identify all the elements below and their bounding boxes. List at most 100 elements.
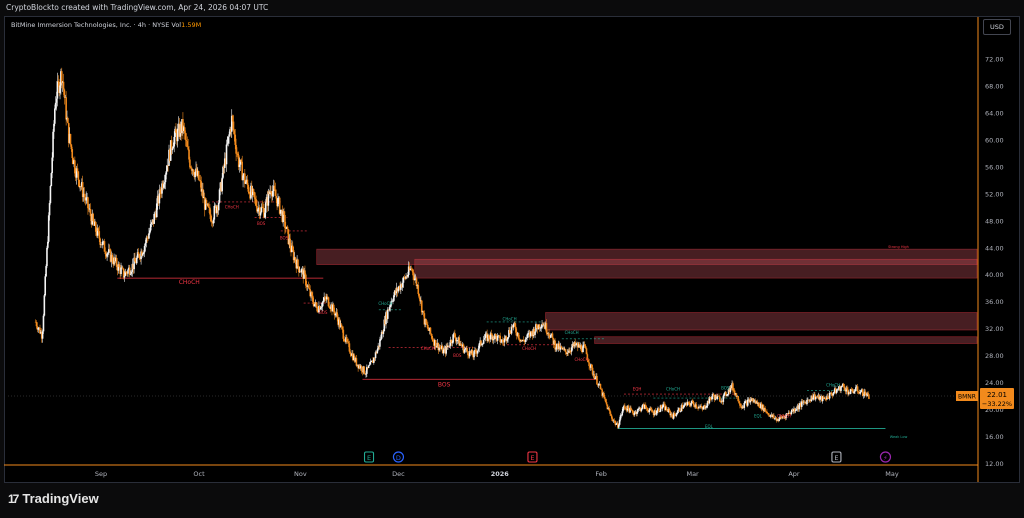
candle-body bbox=[55, 98, 58, 103]
candle-body bbox=[602, 393, 604, 397]
candle-body bbox=[589, 366, 591, 368]
candle-body bbox=[69, 134, 72, 145]
candle-body bbox=[821, 396, 823, 402]
candle-body bbox=[771, 414, 773, 417]
candle-body bbox=[514, 322, 516, 327]
candle-body bbox=[541, 324, 543, 328]
candle-body bbox=[353, 355, 356, 362]
chart-panel[interactable] bbox=[4, 16, 1020, 483]
candle-body bbox=[540, 327, 542, 329]
candle-body bbox=[799, 403, 801, 406]
candle-body bbox=[339, 319, 341, 328]
price-tick-label: 64.00 bbox=[985, 109, 1004, 117]
candle-body bbox=[235, 144, 237, 154]
candle-body bbox=[494, 334, 496, 340]
earnings-3-marker[interactable]: E bbox=[831, 451, 842, 463]
candle-body bbox=[249, 193, 251, 199]
candle-body bbox=[47, 215, 50, 242]
candle-body bbox=[844, 390, 847, 392]
candle-body bbox=[303, 270, 305, 279]
candle-body bbox=[387, 309, 390, 311]
dividend-1-marker[interactable]: D bbox=[392, 451, 405, 463]
candle-body bbox=[617, 424, 620, 428]
candle-body bbox=[793, 408, 795, 412]
candle-body bbox=[128, 267, 130, 270]
candle-body bbox=[796, 405, 799, 410]
candle-body bbox=[278, 197, 281, 214]
candle-body bbox=[266, 197, 269, 206]
candle-body bbox=[115, 257, 117, 262]
brand-name: TradingView bbox=[22, 491, 99, 506]
candle-body bbox=[208, 206, 210, 208]
candle-body bbox=[664, 404, 666, 411]
currency-button[interactable]: USD bbox=[983, 19, 1011, 35]
earnings-1-marker[interactable]: E bbox=[363, 451, 375, 463]
candle-body bbox=[198, 179, 201, 181]
candle-body bbox=[134, 257, 136, 262]
candle-body bbox=[348, 343, 351, 352]
candle-body bbox=[719, 401, 722, 403]
candle-body bbox=[491, 334, 494, 341]
candle-body bbox=[330, 304, 332, 309]
candle-body bbox=[147, 238, 149, 239]
candle-body bbox=[492, 336, 495, 341]
split-1-marker[interactable]: ⚡ bbox=[879, 451, 892, 463]
candle-body bbox=[95, 231, 98, 236]
candle-body bbox=[651, 409, 653, 412]
candle-body bbox=[67, 123, 70, 143]
candle-body bbox=[437, 342, 440, 351]
candle-body bbox=[306, 285, 309, 287]
candle-body bbox=[522, 340, 525, 341]
candle-body bbox=[152, 219, 155, 224]
candle-body bbox=[359, 366, 362, 369]
candle-body bbox=[122, 268, 125, 278]
candle-body bbox=[304, 270, 306, 275]
candle-body bbox=[802, 401, 805, 403]
event-circle-icon bbox=[392, 451, 405, 463]
candle-body bbox=[522, 340, 524, 342]
candle-body bbox=[139, 258, 142, 260]
candle-body bbox=[420, 300, 422, 302]
structure-label: CHoCH bbox=[666, 387, 680, 392]
time-tick-label: Feb bbox=[595, 470, 607, 478]
candle-body bbox=[546, 332, 549, 335]
candle-body bbox=[557, 343, 560, 350]
candle-body bbox=[821, 396, 824, 402]
candle-body bbox=[462, 344, 465, 353]
candle-body bbox=[390, 301, 393, 306]
candle-body bbox=[554, 340, 556, 350]
candle-body bbox=[284, 214, 286, 228]
candle-body bbox=[405, 276, 407, 279]
candle-body bbox=[833, 391, 835, 394]
candle-body bbox=[650, 407, 652, 410]
supply-zone bbox=[414, 258, 978, 279]
candle-body bbox=[810, 395, 813, 402]
candle-body bbox=[556, 343, 558, 349]
candle-body bbox=[240, 159, 243, 162]
earnings-2-marker[interactable]: E bbox=[527, 451, 538, 463]
candle-body bbox=[56, 81, 59, 99]
candle-body bbox=[524, 339, 527, 342]
candle-body bbox=[734, 393, 737, 395]
candle-body bbox=[276, 198, 278, 207]
candle-body bbox=[806, 400, 808, 405]
candle-body bbox=[841, 385, 843, 388]
candle-body bbox=[864, 391, 867, 396]
candle-body bbox=[117, 264, 120, 271]
candle-body bbox=[502, 340, 504, 342]
candle-body bbox=[693, 405, 696, 407]
candle-body bbox=[44, 276, 47, 296]
event-letter: E bbox=[530, 454, 534, 462]
candle-body bbox=[334, 313, 337, 316]
candle-body bbox=[838, 386, 841, 390]
structure-label: CHoCH bbox=[574, 357, 588, 362]
candle-body bbox=[79, 186, 81, 188]
candle-body bbox=[508, 330, 510, 337]
candle-body bbox=[549, 335, 551, 338]
candle-body bbox=[323, 297, 325, 301]
candle-body bbox=[97, 228, 100, 232]
ticker-tag bbox=[956, 391, 978, 401]
candle-body bbox=[827, 395, 829, 399]
candle-body bbox=[153, 213, 155, 224]
